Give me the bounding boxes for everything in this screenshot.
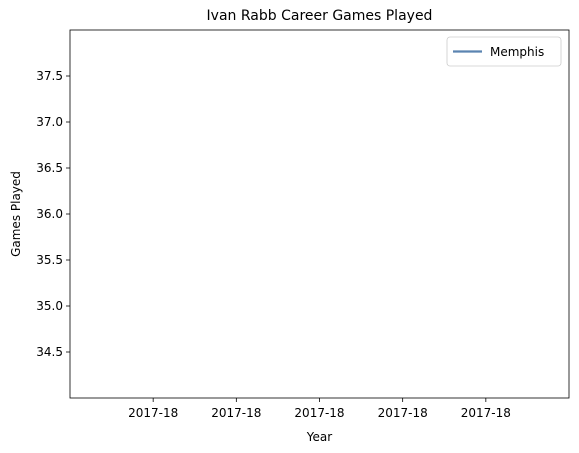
y-tick-label: 37.0	[36, 115, 63, 129]
legend-label-memphis: Memphis	[490, 45, 544, 59]
y-tick-label: 36.0	[36, 207, 63, 221]
chart-title: Ivan Rabb Career Games Played	[207, 8, 433, 24]
y-tick-label: 34.5	[36, 345, 63, 359]
plot-area	[69, 29, 570, 399]
x-tick-label: 2017-18	[211, 406, 261, 420]
x-axis-label: Year	[306, 430, 332, 444]
x-tick-label: 2017-18	[128, 406, 178, 420]
x-axis-ticks: 2017-18 2017-18 2017-18 2017-18 2017-18	[128, 398, 511, 420]
legend: Memphis	[446, 36, 562, 67]
y-axis-label: Games Played	[9, 171, 23, 257]
y-tick-label: 36.5	[36, 161, 63, 175]
x-tick-label: 2017-18	[461, 406, 511, 420]
x-tick-label: 2017-18	[378, 406, 428, 420]
y-tick-label: 35.5	[36, 253, 63, 267]
y-tick-label: 37.5	[36, 69, 63, 83]
x-tick-label: 2017-18	[294, 406, 344, 420]
y-axis-ticks: 34.5 35.0 35.5 36.0 36.5 37.0 37.5	[36, 69, 70, 359]
legend-box	[446, 36, 562, 67]
y-tick-label: 35.0	[36, 299, 63, 313]
